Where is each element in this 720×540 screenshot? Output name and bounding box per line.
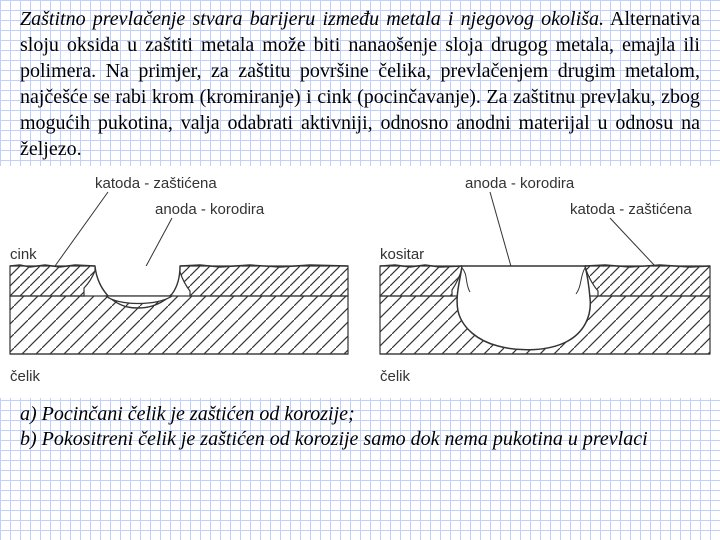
intro-paragraph: Zaštitno prevlačenje stvara barijeru izm…	[0, 0, 720, 162]
right-anode-label: anoda - korodira	[465, 175, 575, 192]
left-base-label: čelik	[10, 368, 41, 385]
left-anode-label: anoda - korodira	[155, 201, 265, 218]
left-panel: katoda - zaštićena anoda - korodira cink	[10, 175, 348, 385]
caption-a: a) Pocinčani čelik je zaštićen od korozi…	[20, 402, 700, 427]
right-coating-label: kositar	[380, 246, 424, 263]
intro-rest: Alternativa sloju oksida u zaštiti metal…	[20, 8, 700, 160]
left-coating-label: cink	[10, 246, 37, 263]
intro-italic: Zaštitno prevlačenje stvara barijeru izm…	[20, 8, 604, 30]
right-panel: anoda - korodira katoda - zaštićena kosi…	[380, 175, 710, 385]
caption-block: a) Pocinčani čelik je zaštićen od korozi…	[0, 398, 720, 452]
diagram-container: katoda - zaštićena anoda - korodira cink	[0, 166, 720, 398]
left-cathode-label: katoda - zaštićena	[95, 175, 217, 192]
right-cathode-label: katoda - zaštićena	[570, 201, 692, 218]
caption-b: b) Pokositreni čelik je zaštićen od koro…	[20, 427, 700, 452]
right-base-label: čelik	[380, 368, 411, 385]
corrosion-diagram: katoda - zaštićena anoda - korodira cink	[0, 166, 720, 398]
